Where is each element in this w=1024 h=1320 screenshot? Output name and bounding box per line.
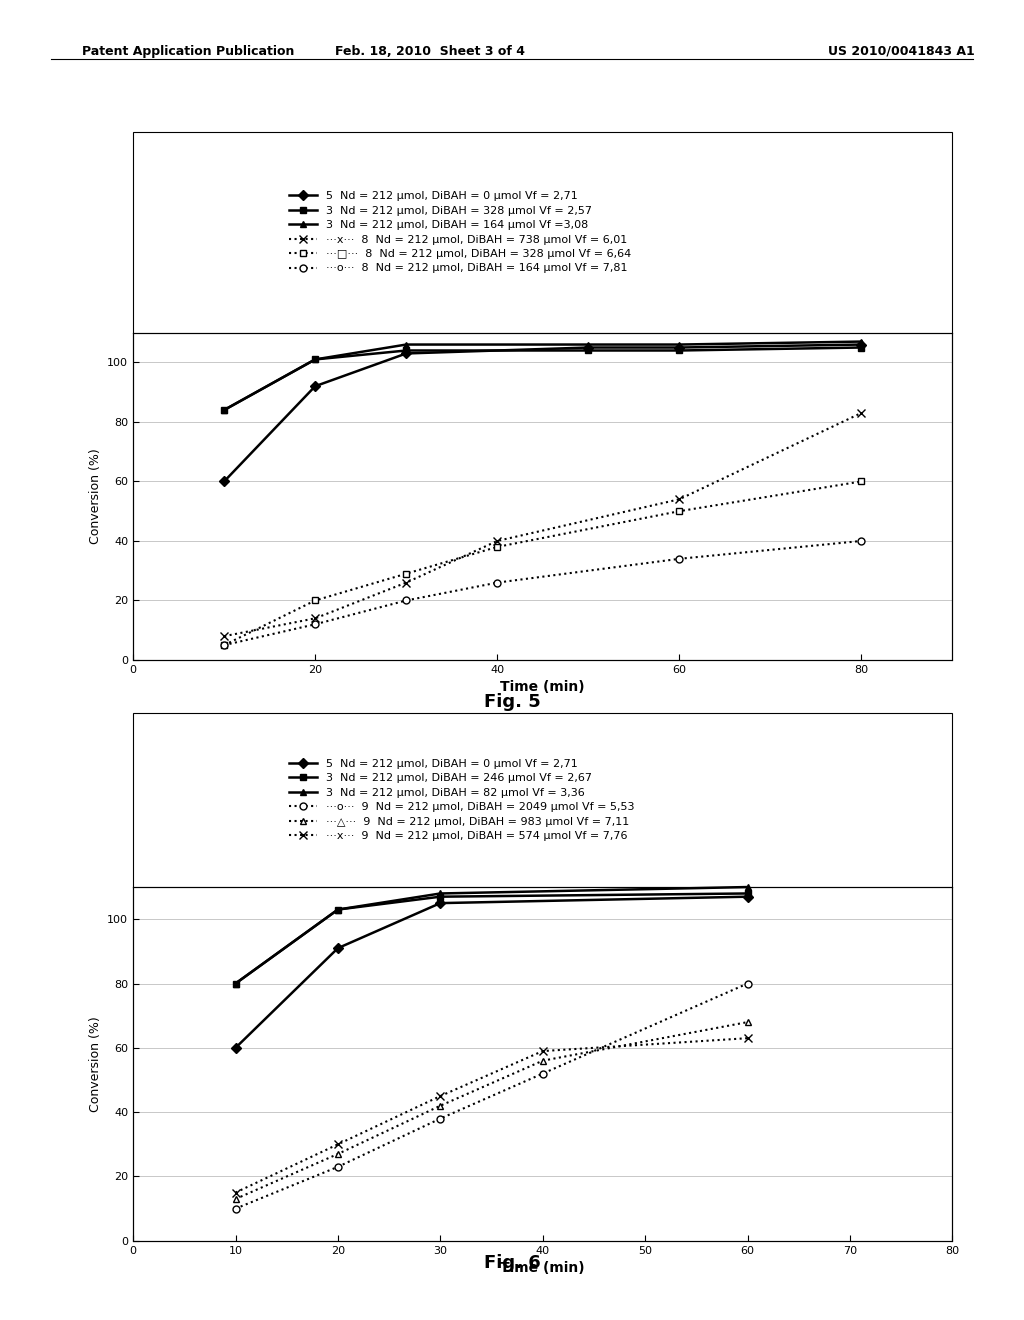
- Text: Fig. 5: Fig. 5: [483, 693, 541, 711]
- Text: Fig. 6: Fig. 6: [483, 1254, 541, 1272]
- Legend: 5  Nd = 212 μmol, DiBAH = 0 μmol Vf = 2,71, 3  Nd = 212 μmol, DiBAH = 246 μmol V: 5 Nd = 212 μmol, DiBAH = 0 μmol Vf = 2,7…: [286, 755, 638, 845]
- Y-axis label: Conversion (%): Conversion (%): [89, 449, 101, 544]
- X-axis label: Time (min): Time (min): [501, 680, 585, 694]
- Text: Patent Application Publication: Patent Application Publication: [82, 45, 294, 58]
- Y-axis label: Conversion (%): Conversion (%): [89, 1016, 101, 1111]
- X-axis label: Time (min): Time (min): [501, 1261, 585, 1275]
- Legend: 5  Nd = 212 μmol, DiBAH = 0 μmol Vf = 2,71, 3  Nd = 212 μmol, DiBAH = 328 μmol V: 5 Nd = 212 μmol, DiBAH = 0 μmol Vf = 2,7…: [286, 187, 635, 277]
- Text: US 2010/0041843 A1: US 2010/0041843 A1: [827, 45, 975, 58]
- Text: Feb. 18, 2010  Sheet 3 of 4: Feb. 18, 2010 Sheet 3 of 4: [335, 45, 525, 58]
